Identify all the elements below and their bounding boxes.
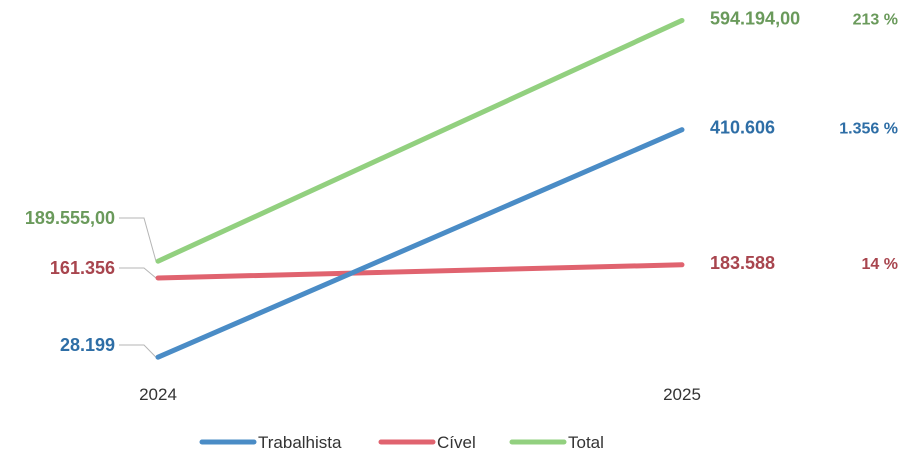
value-label-trabalhista-2025: 410.606	[710, 118, 775, 138]
value-label-trabalhista-2024: 28.199	[60, 335, 115, 355]
leader-line-total	[119, 217, 157, 262]
value-label-total-2025: 594.194,00	[710, 8, 800, 28]
x-tick-label-2025: 2025	[663, 385, 701, 404]
leader-line-trabalhista	[119, 344, 157, 358]
x-axis-ticks: 2024 2025	[139, 385, 701, 404]
value-label-total-2024: 189.555,00	[25, 208, 115, 228]
legend: Trabalhista Cível Total	[199, 433, 604, 452]
legend-label-trabalhista: Trabalhista	[258, 433, 342, 452]
legend-label-total: Total	[568, 433, 604, 452]
series-line-total	[155, 17, 685, 264]
leader-line-civel	[119, 267, 157, 279]
series-line-trabalhista	[155, 127, 685, 360]
value-label-civel-2024: 161.356	[50, 258, 115, 278]
series-lines	[155, 17, 685, 360]
legend-label-civel: Cível	[437, 433, 476, 452]
series-line-civel	[155, 262, 685, 281]
change-label-civel: 14 %	[862, 256, 898, 273]
change-labels: 1.356 % 14 % 213 %	[839, 11, 898, 272]
change-label-trabalhista: 1.356 %	[839, 121, 898, 138]
leader-lines	[119, 217, 157, 358]
value-labels: 28.199 410.606 161.356 183.588 189.555,00 594…	[25, 8, 800, 355]
x-tick-label-2024: 2024	[139, 385, 177, 404]
value-label-civel-2025: 183.588	[710, 253, 775, 273]
change-label-total: 213 %	[853, 11, 898, 28]
